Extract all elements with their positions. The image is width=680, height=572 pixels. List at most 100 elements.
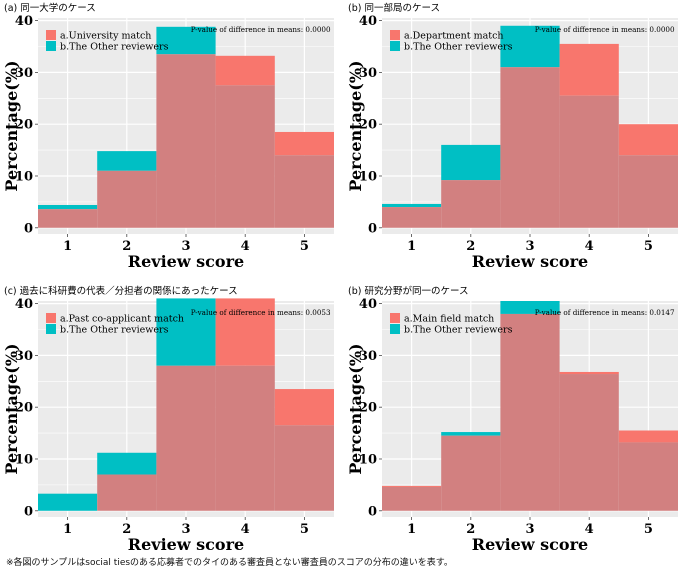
legend-swatch-a bbox=[390, 313, 400, 323]
y-axis-title: Percentage(%) bbox=[346, 60, 365, 191]
bar-overlap bbox=[618, 155, 678, 228]
x-tick-label: 3 bbox=[525, 522, 534, 537]
bar-series-b bbox=[97, 452, 157, 475]
bar-series-a bbox=[215, 55, 275, 86]
bar-overlap bbox=[274, 155, 334, 228]
bar-overlap bbox=[500, 313, 560, 511]
legend-label-a: a.Department match bbox=[404, 31, 504, 42]
bar-overlap bbox=[382, 486, 442, 511]
y-axis-title: Percentage(%) bbox=[346, 343, 365, 474]
bar-series-b bbox=[156, 26, 216, 55]
legend-label-b: b.The Other reviewers bbox=[60, 42, 169, 53]
bar-series-b bbox=[441, 144, 501, 181]
x-tick-label: 4 bbox=[585, 239, 594, 254]
legend-swatch-b bbox=[46, 324, 56, 334]
y-tick-label: 40 bbox=[15, 297, 33, 312]
bar-overlap bbox=[618, 442, 678, 511]
y-tick-label: 30 bbox=[359, 66, 377, 81]
bar-series-b bbox=[500, 301, 560, 314]
bar-overlap bbox=[156, 365, 216, 511]
x-axis-title: Review score bbox=[472, 252, 588, 271]
bar-overlap bbox=[215, 85, 275, 228]
y-tick-label: 40 bbox=[359, 14, 377, 29]
bar-overlap bbox=[38, 209, 98, 228]
bar-series-b bbox=[38, 493, 98, 511]
bar-overlap bbox=[156, 54, 216, 228]
bar-overlap bbox=[382, 207, 442, 228]
bar-series-a bbox=[618, 430, 678, 443]
y-tick-label: 40 bbox=[359, 297, 377, 312]
x-axis-title: Review score bbox=[128, 252, 244, 271]
legend-swatch-b bbox=[390, 41, 400, 51]
x-tick-label: 2 bbox=[122, 239, 131, 254]
chart-panel-4: (b) 研究分野が同一のケース 0 10 20 30 40 1 2 3 4 5 Review scor… bbox=[346, 285, 678, 554]
y-tick-label: 0 bbox=[368, 221, 377, 236]
bar-series-b bbox=[382, 203, 442, 208]
x-tick-label: 3 bbox=[181, 239, 190, 254]
bar-overlap bbox=[559, 374, 619, 511]
bar-series-b bbox=[97, 151, 157, 171]
y-tick-label: 20 bbox=[15, 401, 33, 416]
x-tick-label: 5 bbox=[300, 239, 309, 254]
bar-series-a bbox=[274, 131, 334, 156]
y-tick-label: 0 bbox=[24, 221, 33, 236]
y-tick-label: 30 bbox=[15, 349, 33, 364]
bar-series-a bbox=[559, 43, 619, 96]
chart-panel-3: (c) 過去に科研費の代表／分担者の関係にあったケース 0 10 20 30 40 1 2 3 4… bbox=[2, 285, 334, 554]
x-tick-label: 5 bbox=[644, 522, 653, 537]
legend-swatch-b bbox=[390, 324, 400, 334]
x-axis-title: Review score bbox=[128, 535, 244, 554]
y-tick-label: 30 bbox=[359, 349, 377, 364]
y-tick-label: 10 bbox=[359, 452, 377, 467]
panel-title: (b) 研究分野が同一のケース bbox=[348, 285, 469, 297]
x-tick-label: 2 bbox=[466, 522, 475, 537]
panel-title: (c) 過去に科研費の代表／分担者の関係にあったケース bbox=[4, 285, 238, 297]
panel-title: (a) 同一大学のケース bbox=[4, 2, 96, 14]
legend-swatch-a bbox=[46, 313, 56, 323]
bar-series-b bbox=[38, 204, 98, 210]
legend-label-a: a.Main field match bbox=[404, 314, 494, 325]
legend-label-b: b.The Other reviewers bbox=[404, 325, 513, 336]
y-tick-label: 20 bbox=[359, 401, 377, 416]
legend-label-a: a.Past co-applicant match bbox=[60, 314, 184, 325]
y-tick-label: 10 bbox=[15, 169, 33, 184]
x-tick-label: 1 bbox=[407, 522, 416, 537]
x-tick-label: 1 bbox=[63, 522, 72, 537]
bar-overlap bbox=[441, 180, 501, 228]
p-value-annotation: P-value of difference in means: 0.0147 bbox=[535, 308, 675, 317]
x-tick-label: 4 bbox=[241, 239, 250, 254]
x-tick-label: 4 bbox=[585, 522, 594, 537]
p-value-annotation: P-value of difference in means: 0.0053 bbox=[191, 308, 331, 317]
legend-swatch-b bbox=[46, 41, 56, 51]
bar-series-a bbox=[274, 389, 334, 426]
y-tick-label: 10 bbox=[359, 169, 377, 184]
bar-series-a bbox=[215, 298, 275, 366]
bar-overlap bbox=[559, 95, 619, 228]
footnote: ※各図のサンプルはsocial tiesのある応募者でのタイのある審査員とない審… bbox=[6, 558, 453, 568]
bar-overlap bbox=[274, 425, 334, 511]
y-tick-label: 10 bbox=[15, 452, 33, 467]
x-tick-label: 4 bbox=[241, 522, 250, 537]
bar-series-a bbox=[618, 124, 678, 156]
y-tick-label: 30 bbox=[15, 66, 33, 81]
x-tick-label: 5 bbox=[644, 239, 653, 254]
x-tick-label: 1 bbox=[63, 239, 72, 254]
legend-label-b: b.The Other reviewers bbox=[404, 42, 513, 53]
x-tick-label: 2 bbox=[466, 239, 475, 254]
y-tick-label: 0 bbox=[24, 504, 33, 519]
panel-title: (b) 同一部局のケース bbox=[348, 2, 440, 14]
bar-overlap bbox=[97, 474, 157, 511]
bar-series-b bbox=[441, 432, 501, 436]
chart-panel-1: (a) 同一大学のケース 0 10 20 30 40 1 2 3 4 5 Review score Pe… bbox=[2, 2, 334, 271]
bar-series-b bbox=[156, 298, 216, 366]
x-tick-label: 3 bbox=[181, 522, 190, 537]
y-tick-label: 40 bbox=[15, 14, 33, 29]
x-axis-title: Review score bbox=[472, 535, 588, 554]
bar-overlap bbox=[441, 435, 501, 511]
legend-swatch-a bbox=[390, 30, 400, 40]
x-tick-label: 2 bbox=[122, 522, 131, 537]
bar-series-b bbox=[500, 25, 560, 68]
chart-panel-2: (b) 同一部局のケース 0 10 20 30 40 1 2 3 4 5 Review score Pe… bbox=[346, 2, 678, 271]
bar-series-a bbox=[559, 371, 619, 375]
y-axis-title: Percentage(%) bbox=[2, 343, 21, 474]
